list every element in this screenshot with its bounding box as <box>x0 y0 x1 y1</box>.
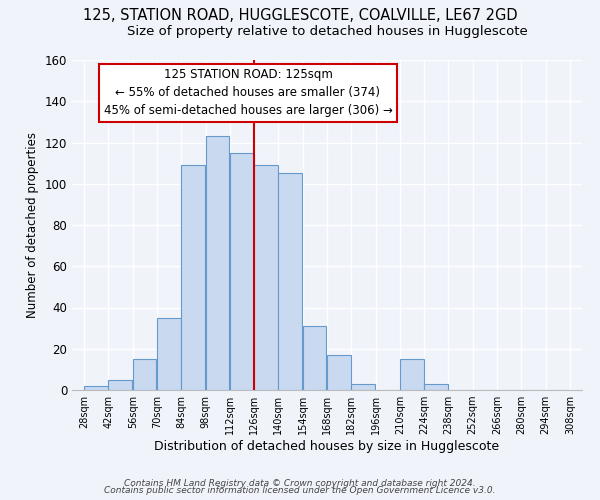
Bar <box>181 165 205 390</box>
Text: Contains public sector information licensed under the Open Government Licence v3: Contains public sector information licen… <box>104 486 496 495</box>
X-axis label: Distribution of detached houses by size in Hugglescote: Distribution of detached houses by size … <box>154 440 500 453</box>
Bar <box>206 136 229 390</box>
Bar <box>254 165 278 390</box>
Title: Size of property relative to detached houses in Hugglescote: Size of property relative to detached ho… <box>127 25 527 38</box>
Bar <box>327 355 351 390</box>
Text: 125 STATION ROAD: 125sqm
← 55% of detached houses are smaller (374)
45% of semi-: 125 STATION ROAD: 125sqm ← 55% of detach… <box>104 68 392 117</box>
Bar <box>303 326 326 390</box>
Text: Contains HM Land Registry data © Crown copyright and database right 2024.: Contains HM Land Registry data © Crown c… <box>124 478 476 488</box>
Bar <box>424 384 448 390</box>
Y-axis label: Number of detached properties: Number of detached properties <box>26 132 39 318</box>
Text: 125, STATION ROAD, HUGGLESCOTE, COALVILLE, LE67 2GD: 125, STATION ROAD, HUGGLESCOTE, COALVILL… <box>83 8 517 22</box>
Bar <box>133 359 157 390</box>
Bar <box>109 380 132 390</box>
Bar <box>157 318 181 390</box>
Bar <box>400 359 424 390</box>
Bar <box>84 386 108 390</box>
Bar <box>278 174 302 390</box>
Bar <box>230 153 254 390</box>
Bar <box>351 384 375 390</box>
